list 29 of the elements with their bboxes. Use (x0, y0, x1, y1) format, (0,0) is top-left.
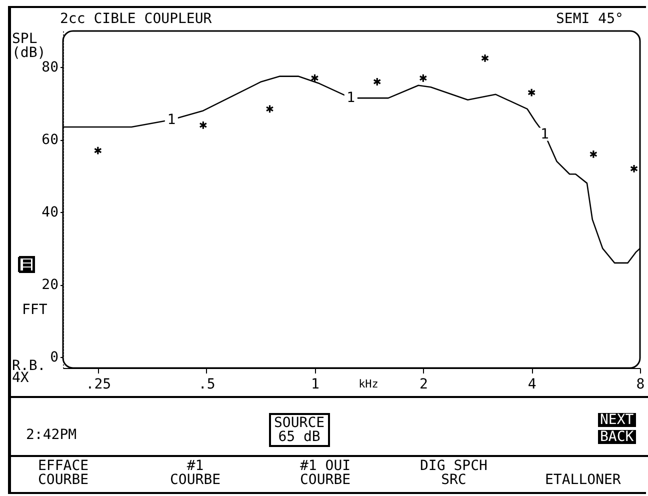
x-tick-label: 1 (311, 376, 320, 392)
annotation: 1 (167, 112, 176, 128)
text: FFT (22, 302, 48, 318)
text: R.B. 4X (12, 358, 46, 386)
x-tick-label: 4 (528, 376, 536, 392)
x-tick-label: 8 (636, 376, 645, 392)
y-tick-label: 20 (42, 277, 58, 294)
chart-title: 2cc CIBLE COUPLEUR (60, 11, 212, 27)
annotation: 1 (540, 126, 549, 142)
text: 2:42PM (26, 427, 77, 443)
source-note: SOURCE 65 dB (269, 413, 330, 447)
x-tick-label: 2 (419, 376, 428, 392)
text: #1 OUI COURBE (300, 458, 351, 488)
text: #1 COURBE (170, 458, 221, 488)
y-tick-label: 40 (42, 204, 58, 221)
text: DIG SPCH SRC (420, 458, 488, 488)
y-tick-label: 80 (42, 60, 58, 76)
x-axis-title: kHz (358, 378, 378, 390)
annotation: 1 (346, 90, 356, 106)
text: NEXT (598, 412, 636, 428)
x-tick-label: .5 (198, 376, 216, 392)
text: ETALLONER (545, 472, 621, 488)
text: EFFACE COURBE (38, 458, 89, 488)
text: SEMI 45° (556, 11, 624, 27)
x-tick-label: .25 (86, 376, 112, 392)
y-tick-label: 60 (42, 132, 58, 148)
y-tick-label: 0 (50, 350, 58, 366)
text: BACK (598, 429, 636, 445)
y-axis-title: SPL (dB) (12, 31, 46, 61)
